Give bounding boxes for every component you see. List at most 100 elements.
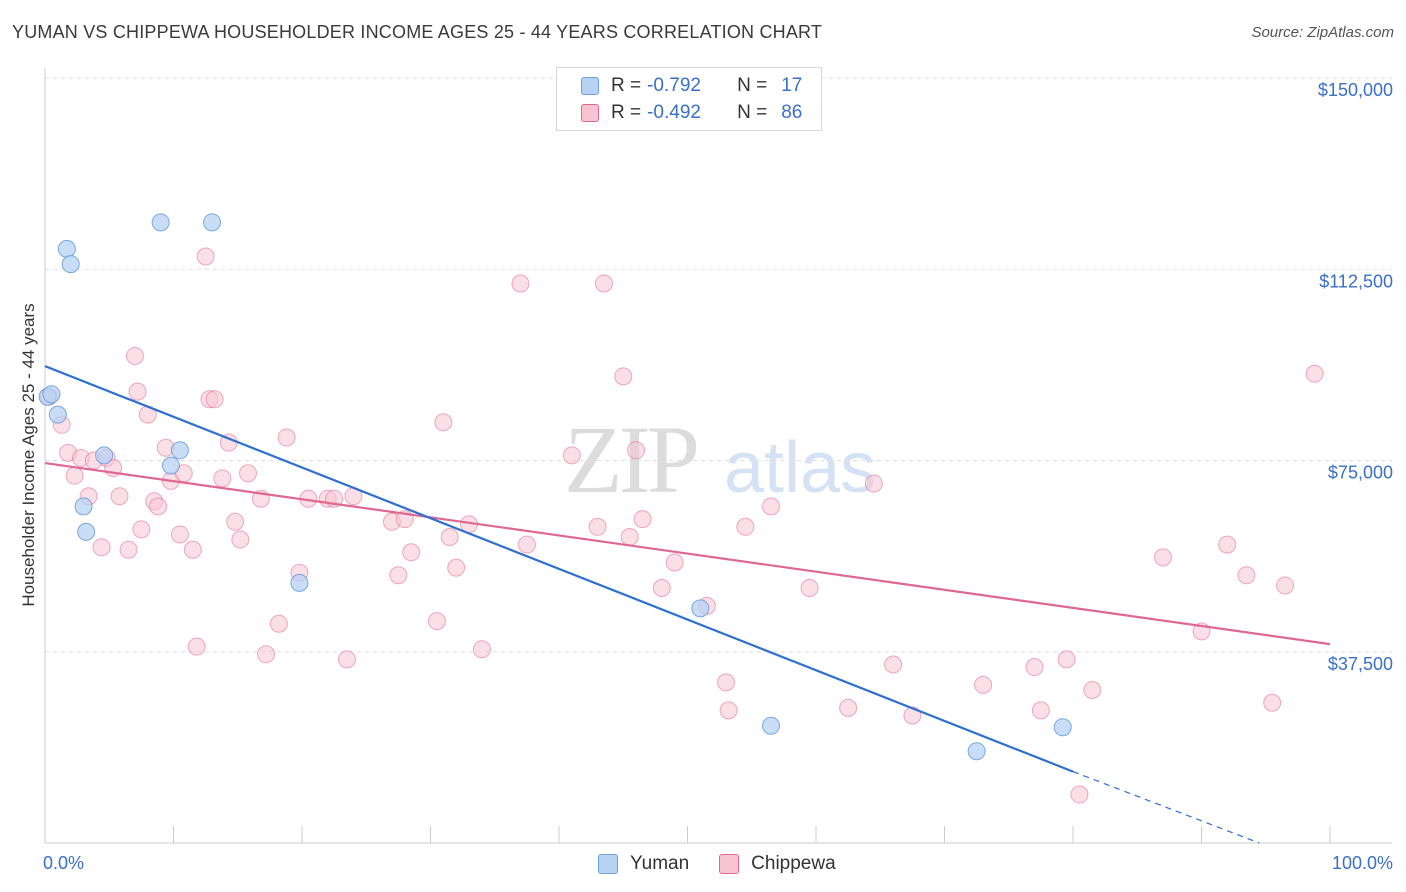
chippewa-point bbox=[183, 540, 202, 559]
y-tick-label: $112,500 bbox=[1319, 271, 1393, 291]
y-tick-label: $75,000 bbox=[1328, 463, 1393, 483]
chippewa-point bbox=[652, 579, 671, 597]
watermark-zip: ZIP bbox=[564, 406, 697, 513]
chippewa-point bbox=[187, 637, 206, 656]
yuman-point bbox=[967, 742, 986, 761]
chippewa-point bbox=[92, 538, 111, 557]
chippewa-point bbox=[800, 579, 819, 597]
chippewa-point bbox=[736, 517, 755, 536]
chippewa-point bbox=[110, 487, 129, 506]
chippewa-point bbox=[562, 446, 581, 465]
chippewa-point bbox=[1218, 535, 1237, 554]
legend-n-value: 17 bbox=[781, 75, 803, 96]
chippewa-point bbox=[277, 428, 296, 447]
yuman-trend-extension bbox=[1072, 771, 1260, 844]
chippewa-point bbox=[627, 441, 646, 460]
chippewa-point bbox=[128, 382, 147, 401]
chippewa-point bbox=[196, 247, 215, 266]
yuman-trend-line bbox=[44, 365, 1074, 773]
legend-n-label: N = bbox=[737, 102, 768, 123]
yuman-point bbox=[170, 441, 189, 460]
legend-swatch-chippewa bbox=[581, 104, 599, 122]
chippewa-point bbox=[440, 528, 459, 546]
chippewa-point bbox=[1083, 681, 1102, 699]
yuman-point bbox=[77, 522, 96, 541]
series-name-yuman: Yuman bbox=[630, 853, 690, 874]
chippewa-point bbox=[762, 497, 781, 516]
legend-r-label: R = bbox=[611, 102, 642, 123]
chippewa-point bbox=[119, 540, 138, 559]
watermark: ZIP atlas bbox=[564, 406, 876, 513]
legend-row-chippewa: R = -0.492 N = 86 bbox=[581, 100, 802, 126]
series-legend-yuman[interactable]: Yuman bbox=[598, 853, 689, 875]
chippewa-point bbox=[633, 510, 652, 529]
chippewa-point bbox=[257, 645, 276, 664]
yuman-point bbox=[57, 239, 76, 258]
legend-r-value: -0.492 bbox=[647, 102, 701, 123]
chippewa-point bbox=[620, 528, 639, 546]
yuman-point bbox=[42, 385, 61, 404]
chippewa-point bbox=[170, 525, 189, 544]
chippewa-point bbox=[231, 530, 250, 549]
chippewa-point bbox=[434, 413, 453, 432]
grid-lines bbox=[45, 77, 1392, 653]
yuman-point bbox=[151, 213, 170, 232]
chippewa-point bbox=[717, 673, 736, 692]
y-axis-title: Householder Income Ages 25 - 44 years bbox=[19, 303, 38, 606]
yuman-point bbox=[290, 573, 309, 592]
chippewa-point bbox=[132, 520, 151, 539]
yuman-point bbox=[762, 716, 781, 735]
y-tick-labels: $37,500 $75,000 $112,500 $150,000 bbox=[1318, 80, 1393, 674]
chippewa-point bbox=[149, 497, 168, 516]
chippewa-point bbox=[884, 655, 903, 674]
yuman-point bbox=[161, 456, 180, 475]
chippewa-point bbox=[269, 614, 288, 633]
series-legend-chippewa[interactable]: Chippewa bbox=[719, 853, 836, 875]
yuman-point bbox=[61, 255, 80, 274]
series-swatch-chippewa bbox=[719, 854, 740, 874]
yuman-point bbox=[95, 446, 114, 465]
chippewa-point bbox=[839, 698, 858, 717]
x-tick-labels: 0.0% 100.0% bbox=[43, 853, 1393, 873]
legend-n-value: 86 bbox=[781, 102, 803, 123]
chart-title: YUMAN VS CHIPPEWA HOUSEHOLDER INCOME AGE… bbox=[12, 22, 823, 42]
chippewa-points bbox=[39, 247, 1324, 804]
x-tick-label-end: 100.0% bbox=[1332, 853, 1393, 873]
chippewa-point bbox=[427, 612, 446, 631]
legend-n-label: N = bbox=[737, 75, 768, 96]
chippewa-point bbox=[213, 469, 232, 488]
chippewa-point bbox=[903, 706, 922, 725]
source-credit: Source: ZipAtlas.com bbox=[1251, 24, 1394, 41]
watermark-atlas: atlas bbox=[724, 428, 876, 508]
chippewa-point bbox=[594, 274, 613, 293]
chippewa-point bbox=[511, 274, 530, 293]
y-tick-label: $150,000 bbox=[1318, 80, 1393, 100]
legend-r-value: -0.792 bbox=[647, 75, 701, 96]
legend-row-yuman: R = -0.792 N = 17 bbox=[581, 73, 802, 99]
chippewa-point bbox=[974, 675, 993, 694]
yuman-point bbox=[74, 497, 93, 516]
chippewa-point bbox=[719, 701, 738, 720]
chippewa-point bbox=[1305, 364, 1324, 383]
chippewa-point bbox=[665, 553, 684, 572]
chippewa-point bbox=[517, 535, 536, 554]
legend-r-label: R = bbox=[611, 75, 642, 96]
chippewa-point bbox=[1057, 650, 1076, 669]
x-tick-label-start: 0.0% bbox=[43, 853, 84, 873]
legend-swatch-yuman bbox=[581, 77, 599, 95]
chippewa-point bbox=[1263, 693, 1282, 712]
chippewa-point bbox=[1237, 566, 1256, 585]
chippewa-point bbox=[337, 650, 356, 669]
chippewa-point bbox=[472, 640, 491, 659]
yuman-point bbox=[691, 599, 710, 618]
yuman-points bbox=[38, 213, 1072, 761]
series-name-chippewa: Chippewa bbox=[751, 853, 836, 874]
correlation-legend: R = -0.792 N = 17 R = -0.492 N = 86 bbox=[556, 67, 822, 131]
chippewa-point bbox=[447, 558, 466, 577]
axes bbox=[44, 68, 1392, 844]
chippewa-point bbox=[588, 517, 607, 536]
chippewa-point bbox=[239, 464, 258, 483]
chippewa-trend-line bbox=[44, 461, 1331, 646]
series-legend: Yuman Chippewa bbox=[598, 853, 866, 875]
